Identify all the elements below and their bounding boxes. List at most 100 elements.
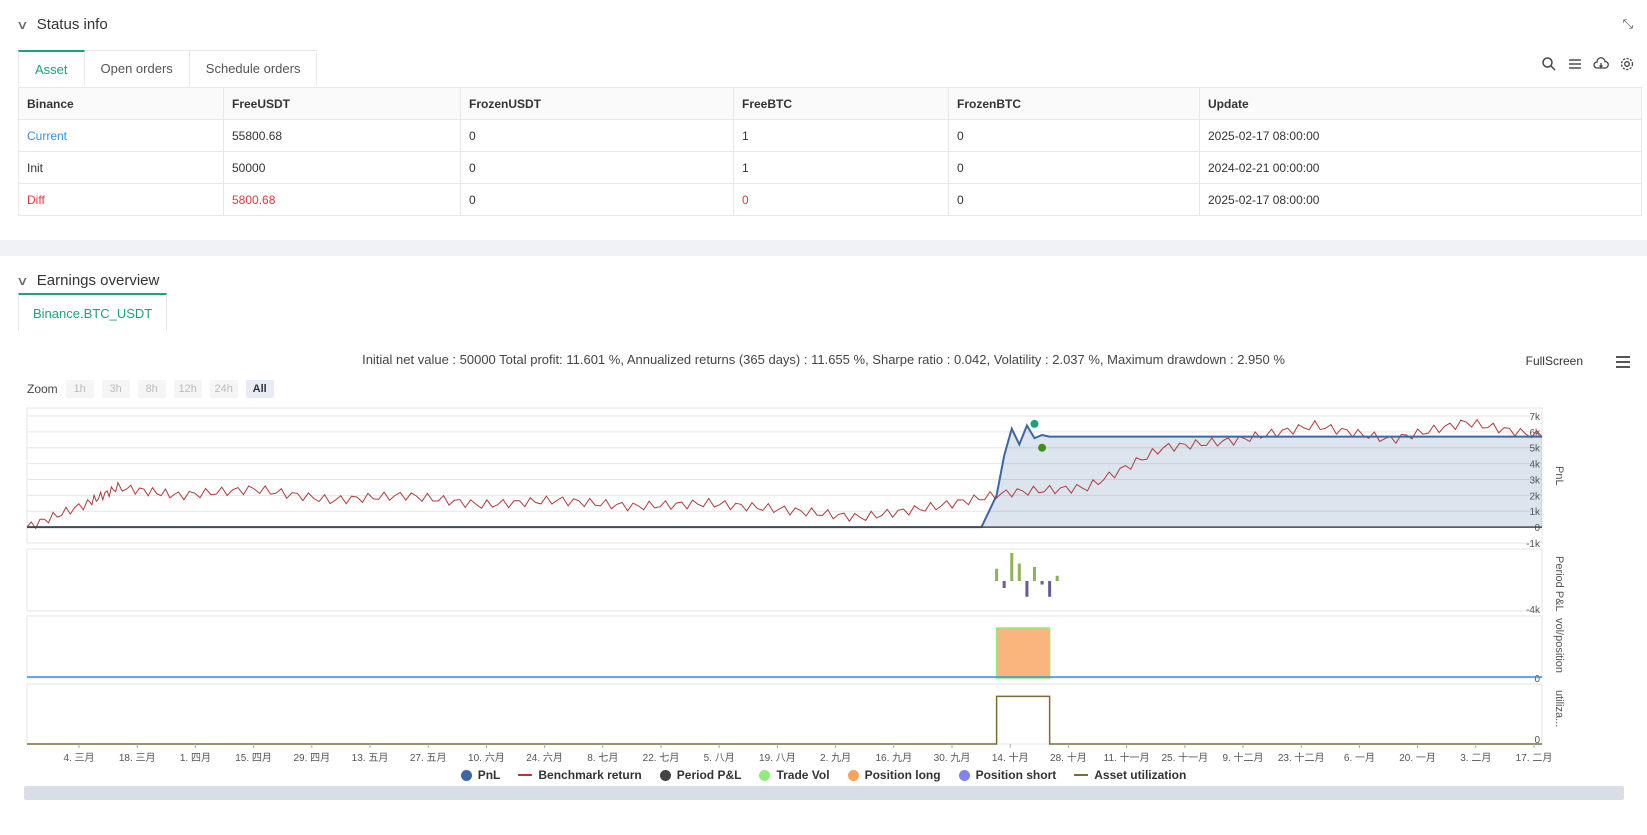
cell: 1	[733, 151, 949, 184]
x-tick-label: 2. 九月	[820, 752, 851, 764]
zoom-3h-button[interactable]: 3h	[101, 380, 130, 398]
tab-asset[interactable]: Asset	[18, 50, 85, 86]
legend-dot	[847, 769, 859, 781]
chart-legend: PnL Benchmark return Period P&L Trade Vo…	[0, 768, 1647, 782]
zoom-12h-button[interactable]: 12h	[173, 380, 202, 398]
table-header-row: Binance FreeUSDT FrozenUSDT FreeBTC Froz…	[18, 87, 1642, 120]
cell: 2024-02-21 00:00:00	[1199, 151, 1642, 184]
period-axis-label: Period P&L	[1553, 556, 1565, 612]
col-header: FrozenBTC	[948, 87, 1200, 120]
range-navigator[interactable]	[24, 786, 1624, 800]
y-tick-label: -1k	[1526, 539, 1541, 550]
legend-item-position-short[interactable]: Position short	[958, 768, 1057, 782]
x-tick-label: 1. 四月	[180, 752, 211, 764]
x-tick-label: 3. 二月	[1460, 752, 1491, 764]
legend-dot	[759, 769, 771, 781]
legend-item-trade-vol[interactable]: Trade Vol	[759, 768, 830, 782]
chevron-down-icon[interactable]: ∨	[16, 273, 29, 288]
period-pnl-bar	[1010, 553, 1014, 581]
x-tick-label: 6. 一月	[1344, 752, 1375, 764]
gear-icon[interactable]	[1619, 56, 1635, 72]
hamburger-menu-icon[interactable]	[1615, 355, 1631, 372]
summary-text: Initial net value : 50000 Total profit: …	[362, 352, 1285, 367]
x-tick-label: 30. 九月	[934, 752, 971, 764]
x-tick-label: 19. 八月	[759, 752, 796, 764]
x-tick-label: 4. 三月	[63, 752, 94, 764]
x-tick-label: 18. 三月	[119, 752, 156, 764]
y-tick-label: 0	[1534, 735, 1540, 746]
util-axis-label: utiliza...	[1553, 690, 1565, 727]
cell: 2025-02-17 08:00:00	[1199, 183, 1642, 216]
x-tick-label: 25. 十一月	[1161, 751, 1208, 764]
period-pnl-bar	[995, 568, 999, 581]
y-tick-label: 3k	[1529, 475, 1541, 486]
status-header[interactable]: ∨ Status info	[16, 16, 108, 33]
cell: 55800.68	[223, 119, 461, 152]
utilization-line	[27, 695, 1542, 745]
vol-pane-frame	[26, 615, 1543, 679]
earnings-header[interactable]: ∨ Earnings overview	[16, 272, 159, 289]
legend-item-asset-utilization[interactable]: Asset utilization	[1074, 768, 1186, 782]
x-tick-label: 10. 六月	[468, 752, 505, 764]
cell: 0	[948, 151, 1200, 184]
row-label[interactable]: Current	[18, 119, 224, 152]
pnl-line	[27, 423, 1542, 529]
cell: 0	[460, 151, 734, 184]
x-tick-label: 17. 二月	[1516, 752, 1553, 764]
period-pnl-bar	[1032, 567, 1036, 581]
shrink-icon[interactable]: ⤡	[1622, 16, 1633, 31]
period-pnl-bar	[1040, 581, 1044, 585]
legend-label: Position short	[975, 768, 1057, 782]
cell: 2025-02-17 08:00:00	[1199, 119, 1642, 152]
period-pnl-bar	[1017, 563, 1021, 581]
fullscreen-button[interactable]: FullScreen	[1525, 354, 1583, 368]
y-tick-label: 4k	[1529, 460, 1541, 471]
legend-item-position-long[interactable]: Position long	[847, 768, 941, 782]
zoom-bar: Zoom 1h 3h 8h 12h 24h All	[27, 380, 274, 398]
earnings-panel: ∨ Earnings overview Binance.BTC_USDT Ini…	[0, 256, 1647, 835]
y-tick-label: 1k	[1529, 507, 1541, 518]
x-tick-label: 13. 五月	[352, 752, 389, 764]
legend-label: Asset utilization	[1094, 768, 1187, 782]
cell: 50000	[223, 151, 461, 184]
x-tick-label: 23. 十二月	[1278, 751, 1325, 764]
x-tick-label: 11. 十一月	[1104, 751, 1150, 764]
legend-item-benchmark[interactable]: Benchmark return	[518, 768, 642, 782]
status-tabs: Asset Open orders Schedule orders	[18, 50, 318, 86]
y-tick-label: 2k	[1529, 491, 1541, 502]
x-tick-label: 16. 九月	[875, 752, 912, 764]
x-tick-label: 28. 十月	[1050, 751, 1087, 764]
tab-open-orders[interactable]: Open orders	[84, 50, 190, 86]
tab-symbol[interactable]: Binance.BTC_USDT	[18, 293, 168, 331]
x-tick-label: 24. 六月	[526, 752, 563, 764]
cloud-download-icon[interactable]	[1593, 56, 1609, 72]
legend-item-period-pnl[interactable]: Period P&L	[659, 768, 742, 782]
zoom-8h-button[interactable]: 8h	[137, 380, 166, 398]
chevron-down-icon[interactable]: ∨	[16, 17, 29, 32]
list-icon[interactable]	[1567, 56, 1583, 72]
status-panel: ∨ Status info ⤡ Asset Open orders Schedu…	[0, 0, 1647, 240]
zoom-1h-button[interactable]: 1h	[65, 380, 94, 398]
util-pane-frame	[26, 683, 1543, 745]
row-label: Init	[18, 151, 224, 184]
x-tick-label: 9. 十二月	[1222, 751, 1263, 764]
cell: 1	[733, 119, 949, 152]
period-pnl-bar	[1002, 581, 1006, 588]
zoom-all-button[interactable]: All	[245, 380, 274, 398]
status-title: Status info	[36, 16, 108, 33]
x-tick-label: 5. 八月	[704, 752, 735, 764]
tab-schedule-orders[interactable]: Schedule orders	[189, 50, 318, 86]
search-icon[interactable]	[1541, 56, 1557, 72]
table-row: Current 55800.68 0 1 0 2025-02-17 08:00:…	[18, 119, 1642, 152]
legend-label: Period P&L	[676, 768, 742, 782]
y-tick-label: -4k	[1526, 605, 1541, 616]
period-pnl-bar	[1025, 581, 1029, 597]
y-tick-label: 5k	[1529, 444, 1541, 455]
position-long-block	[995, 627, 1051, 679]
col-header: FrozenUSDT	[460, 87, 734, 120]
zoom-24h-button[interactable]: 24h	[209, 380, 238, 398]
legend-dot	[460, 769, 472, 781]
vol-axis-label: vol/position	[1553, 618, 1565, 673]
legend-item-pnl[interactable]: PnL	[460, 768, 500, 782]
